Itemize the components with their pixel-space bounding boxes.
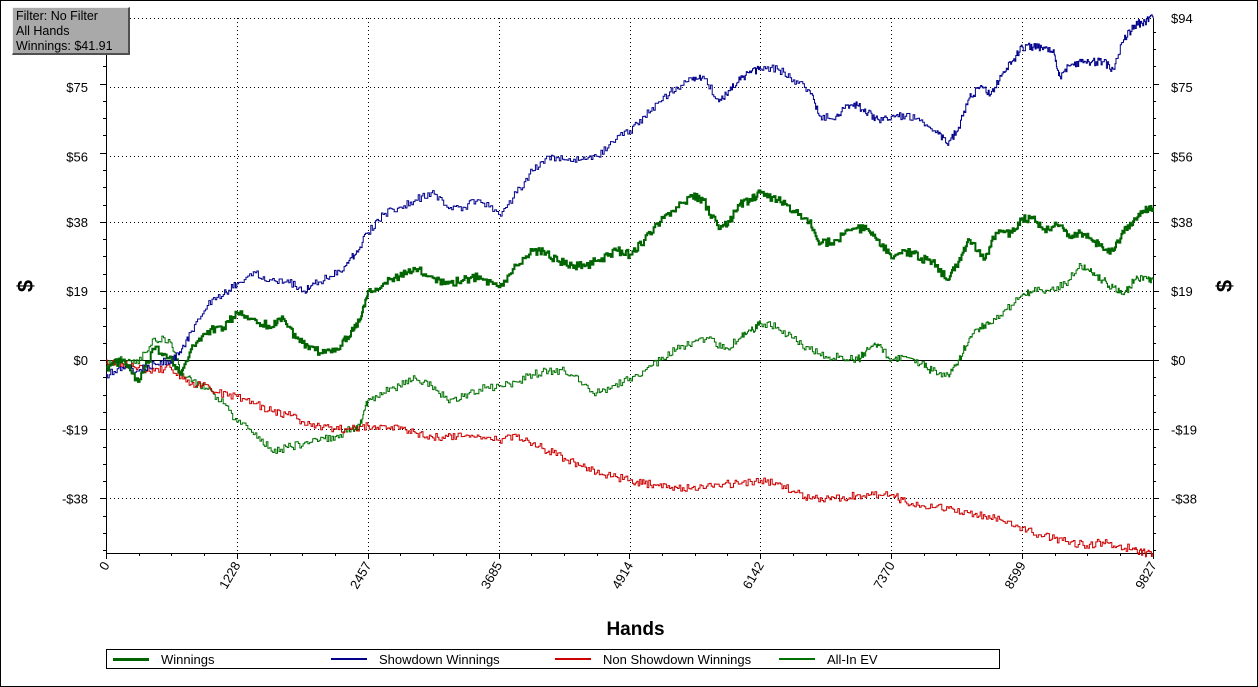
legend-label-all-in-ev: All-In EV [827, 651, 878, 667]
x-tick-label: 8599 [1001, 559, 1028, 592]
y-tick-label-right: $19 [1171, 284, 1193, 299]
y-tick-label-left: -$19 [62, 422, 88, 437]
y-tick-label-right: $94 [1171, 11, 1193, 26]
y-tick-label-right: -$19 [1171, 422, 1197, 437]
legend-swatch-showdown-winnings [331, 658, 367, 660]
x-tick-label: 4914 [609, 559, 636, 592]
y-tick-label-left: $38 [66, 215, 88, 230]
series-line-all-in-ev [106, 263, 1154, 454]
chart-legend: Winnings Showdown Winnings Non Showdown … [106, 649, 1000, 669]
y-tick-label-right: $0 [1171, 353, 1185, 368]
series-line-showdown-winnings [106, 14, 1154, 379]
info-box: Filter: No Filter All Hands Winnings: $4… [12, 7, 130, 55]
legend-label-winnings: Winnings [161, 651, 215, 667]
series-line-non-showdown-winnings [106, 359, 1154, 558]
legend-item-showdown-winnings: Showdown Winnings [331, 650, 500, 668]
legend-swatch-winnings [113, 657, 149, 661]
x-tick-label: 6142 [740, 559, 767, 592]
x-tick-label: 3685 [478, 559, 505, 592]
y-tick-label-right: $56 [1171, 149, 1193, 164]
y-axis-title-left: $ [13, 280, 38, 292]
x-tick-label: 9827 [1132, 559, 1159, 592]
y-tick-label-right: -$38 [1171, 491, 1197, 506]
y-axis-title-right: $ [1212, 280, 1237, 292]
legend-swatch-all-in-ev [779, 658, 815, 660]
x-tick-label: 7370 [870, 559, 897, 592]
legend-item-winnings: Winnings [113, 650, 214, 668]
y-tick-label-left: $0 [74, 353, 88, 368]
x-tick-label: 0 [96, 559, 113, 573]
legend-item-all-in-ev: All-In EV [779, 650, 878, 668]
legend-swatch-non-showdown-winnings [555, 658, 591, 660]
hands-text: All Hands [16, 24, 70, 38]
y-tick-label-left: $56 [66, 149, 88, 164]
legend-label-showdown-winnings: Showdown Winnings [379, 651, 500, 667]
y-tick-label-left: $75 [66, 80, 88, 95]
y-tick-label-right: $38 [1171, 215, 1193, 230]
filter-text: Filter: No Filter [16, 9, 98, 23]
x-axis-title: Hands [606, 619, 664, 640]
y-tick-label-left: -$38 [62, 491, 88, 506]
legend-label-non-showdown-winnings: Non Showdown Winnings [603, 651, 752, 667]
series-line-winnings [106, 189, 1154, 383]
legend-item-non-showdown-winnings: Non Showdown Winnings [555, 650, 751, 668]
x-tick-label: 1228 [216, 559, 243, 592]
winnings-text: Winnings: $41.91 [16, 39, 113, 53]
x-tick-label: 2457 [347, 559, 374, 592]
y-tick-label-right: $75 [1171, 80, 1193, 95]
y-tick-label-left: $19 [66, 284, 88, 299]
